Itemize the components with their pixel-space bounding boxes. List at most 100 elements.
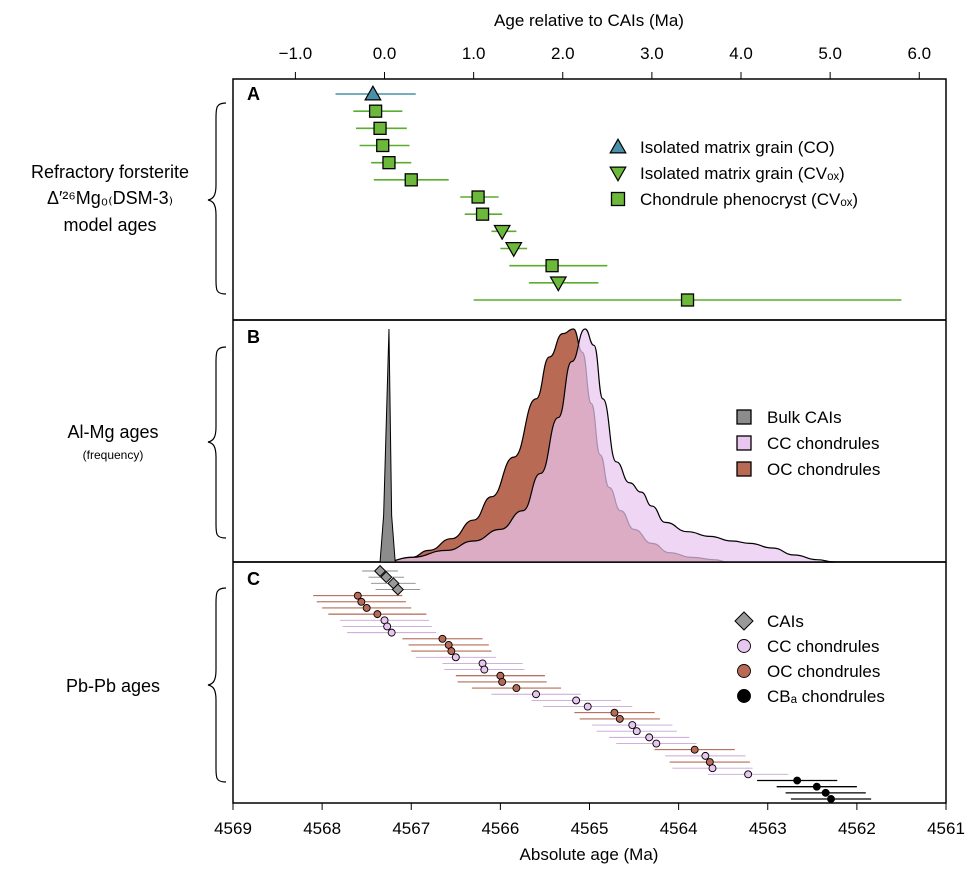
bottom-axis-title: Absolute age (Ma): [520, 845, 659, 864]
panel-c-legend-marker: [737, 639, 751, 653]
panel-b-plot: [379, 328, 835, 563]
top-axis-tick-label: 4.0: [729, 44, 753, 63]
top-axis-tick-label: 1.0: [462, 44, 486, 63]
bottom-axis-tick-label: 4568: [303, 819, 341, 838]
panel-a-legend-marker: [609, 137, 627, 154]
panel-a-point: [364, 84, 382, 101]
panel-b-legend-label: OC chondrules: [767, 460, 880, 479]
panel-b-label: Al-Mg ages: [67, 422, 158, 442]
panel-a-legend: Isolated matrix grain (CO) Isolated matri…: [609, 137, 858, 209]
top-axis-tick-label: 5.0: [818, 44, 842, 63]
top-axis: Age relative to CAIs (Ma) −1.0 0.0 1.0 2.0 3…: [279, 11, 931, 79]
panel-b-brace: [207, 346, 227, 539]
bulk-cais-density: [379, 328, 396, 563]
panel-c-point: [583, 702, 592, 711]
panel-b-legend-marker: [736, 435, 752, 451]
panel-a-point: [493, 224, 511, 241]
panel-c-point: [821, 788, 830, 797]
panel-c-point: [373, 610, 382, 619]
panel-c-point: [701, 751, 710, 760]
panel-a-point: [504, 242, 523, 258]
panel-c-point: [652, 739, 661, 748]
panel-a-legend-label: Chondrule phenocryst (CVₒₓ): [640, 190, 858, 209]
top-axis-tick-label: 3.0: [640, 44, 664, 63]
panel-c-point: [744, 770, 753, 779]
panel-c-legend-label: CC chondrules: [767, 637, 879, 656]
panel-a-point: [549, 276, 568, 292]
panel-b-sublabel: (frequency): [83, 448, 144, 462]
top-axis-tick-label: 2.0: [551, 44, 575, 63]
panel-c-legend-label: CAIs: [767, 612, 804, 631]
bottom-axis-tick-label: 4564: [660, 819, 698, 838]
top-axis-tick-label: −1.0: [279, 44, 313, 63]
plot-frame: [232, 78, 947, 804]
panel-a-point: [680, 293, 695, 307]
panel-c-legend-label: CBₐ chondrules: [767, 687, 885, 706]
panel-b-legend-marker: [736, 461, 752, 477]
panel-letter-c: C: [247, 569, 260, 589]
panel-a-legend-marker: [610, 191, 626, 207]
panel-c-label: Pb-Pb ages: [66, 676, 160, 696]
panel-c-point: [512, 684, 521, 693]
panel-a-label-line-3: model ages: [63, 215, 156, 235]
panel-c-point: [438, 634, 447, 643]
panel-c-point: [373, 564, 387, 578]
panel-c-legend-marker: [737, 689, 751, 703]
panel-c-legend: CAIs CC chondrules OC chondrules CBₐ chondr…: [734, 611, 885, 706]
panel-a-point: [376, 138, 390, 153]
bottom-axis-tick-label: 4567: [392, 819, 430, 838]
panel-a-point: [373, 121, 387, 135]
panel-c-point: [628, 721, 637, 730]
bottom-axis-tick-label: 4562: [838, 819, 876, 838]
panel-c-point: [532, 690, 540, 699]
panel-a-point: [545, 259, 559, 273]
panel-a-label-line-1: Refractory forsterite: [31, 162, 189, 182]
bottom-axis-tick-label: 4563: [749, 819, 787, 838]
bottom-axis-tick-label: 4566: [481, 819, 519, 838]
panel-c-point: [380, 571, 393, 584]
panel-c-point: [357, 597, 366, 606]
panel-c-point: [708, 764, 717, 773]
top-axis-tick-label: 6.0: [907, 44, 931, 63]
panel-c-point: [572, 696, 581, 705]
panel-c-legend-marker: [737, 664, 751, 678]
panel-c-point: [615, 714, 624, 723]
panel-a-brace: [207, 102, 227, 295]
panel-c-point: [610, 708, 619, 717]
panel-a-point: [475, 207, 490, 221]
panel-c-point: [362, 604, 371, 612]
panel-c-point: [391, 583, 404, 596]
top-axis-title: Age relative to CAIs (Ma): [494, 11, 684, 30]
panel-c-point: [387, 628, 396, 637]
panel-letter-a: A: [247, 84, 260, 104]
bottom-axis-tick-label: 4561: [927, 819, 965, 838]
panel-c-point: [632, 727, 641, 736]
panel-c-point: [498, 677, 507, 686]
panel-a-point: [404, 173, 418, 187]
panel-c-point: [827, 795, 835, 803]
panel-c-legend-label: OC chondrules: [767, 662, 880, 681]
panel-c-point: [353, 591, 362, 600]
bottom-axis-tick-label: 4569: [214, 819, 252, 838]
panel-a-legend-label: Isolated matrix grain (CO): [640, 138, 835, 157]
panel-a-point: [368, 104, 383, 118]
panel-c-plot: [313, 564, 872, 803]
panel-a-legend-marker: [609, 166, 627, 183]
panel-c-point: [690, 745, 699, 754]
panel-b-legend-label: CC chondrules: [767, 434, 879, 453]
panel-a-point: [471, 190, 485, 204]
panel-c-legend-marker: [734, 611, 754, 631]
panel-c-point: [645, 733, 654, 742]
bottom-axis-tick-label: 4565: [571, 819, 609, 838]
bottom-axis: Absolute age (Ma) 4569 4568 4567 4566 4565 45…: [214, 803, 965, 864]
panel-c-point: [793, 776, 802, 785]
panel-c-brace: [207, 587, 227, 783]
panel-a-legend-label: Isolated matrix grain (CVₒₓ): [640, 164, 845, 183]
panel-a-point: [382, 156, 396, 170]
panel-c-point: [447, 647, 456, 656]
panel-letter-b: B: [247, 327, 260, 347]
panel-a-plot: [335, 84, 902, 307]
top-axis-tick-label: 0.0: [373, 44, 397, 63]
cc-chondrules-density: [384, 328, 835, 563]
